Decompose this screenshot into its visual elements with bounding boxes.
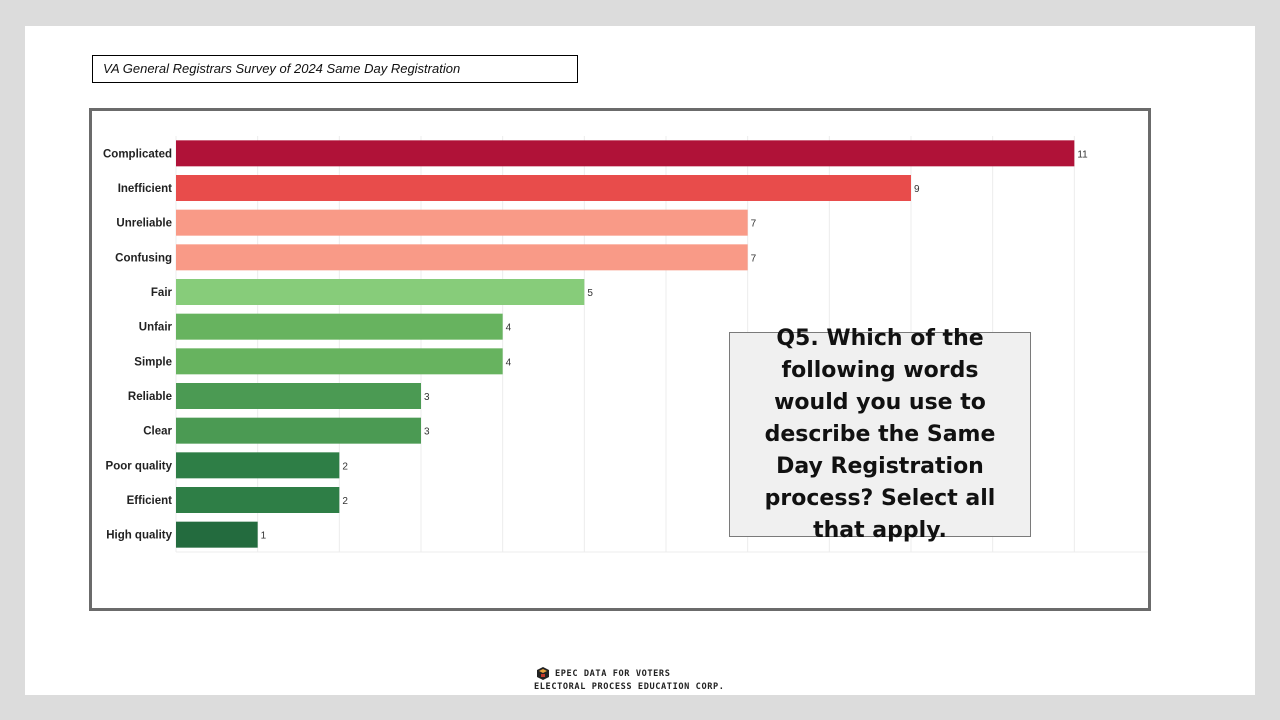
bar-poor-quality [176, 452, 340, 479]
category-label: Inefficient [118, 183, 172, 195]
bar-unreliable [176, 209, 748, 236]
bar-inefficient [176, 175, 911, 201]
value-label: 9 [914, 184, 920, 195]
category-label: Unfair [139, 322, 173, 334]
bar-clear [176, 417, 421, 444]
bar-high-quality [176, 521, 258, 548]
category-label: Efficient [127, 495, 173, 507]
value-label: 4 [506, 357, 512, 368]
category-label: Unreliable [116, 218, 172, 230]
bar-simple [176, 348, 503, 375]
value-label: 4 [506, 323, 512, 334]
bar-complicated [176, 140, 1075, 167]
survey-title: VA General Registrars Survey of 2024 Sam… [92, 55, 578, 83]
value-label: 5 [587, 288, 593, 299]
value-label: 3 [424, 427, 430, 438]
ballot-box-icon [537, 667, 549, 680]
footer-line1: EPEC DATA FOR VOTERS [555, 669, 671, 679]
bar-reliable [176, 383, 421, 409]
bar-efficient [176, 487, 340, 513]
bar-confusing [176, 244, 748, 271]
value-label: 2 [342, 496, 348, 507]
category-label: Complicated [103, 148, 172, 160]
value-label: 7 [751, 219, 757, 230]
category-label: Simple [134, 356, 172, 368]
category-label: Clear [143, 426, 172, 438]
value-label: 2 [342, 461, 348, 472]
epec-logo: EPEC DATA FOR VOTERS ELECTORAL PROCESS E… [530, 666, 760, 696]
category-label: High quality [106, 530, 172, 542]
value-label: 11 [1077, 149, 1088, 160]
category-label: Fair [151, 287, 173, 299]
question-callout: Q5. Which of the following words would y… [729, 326, 1031, 543]
bar-fair [176, 279, 585, 305]
category-label: Confusing [115, 252, 172, 264]
footer-line2: ELECTORAL PROCESS EDUCATION CORP. [534, 682, 725, 692]
bar-chart: Complicated 11 Inefficient 9 Unreliable 7 Conf… [103, 136, 1148, 553]
category-label: Poor quality [106, 460, 173, 472]
slide: VA General Registrars Survey of 2024 Sam… [25, 26, 1255, 695]
value-label: 1 [261, 531, 267, 542]
category-label: Reliable [128, 391, 172, 403]
value-label: 3 [424, 392, 430, 403]
value-label: 7 [751, 253, 757, 264]
bar-unfair [176, 313, 503, 340]
